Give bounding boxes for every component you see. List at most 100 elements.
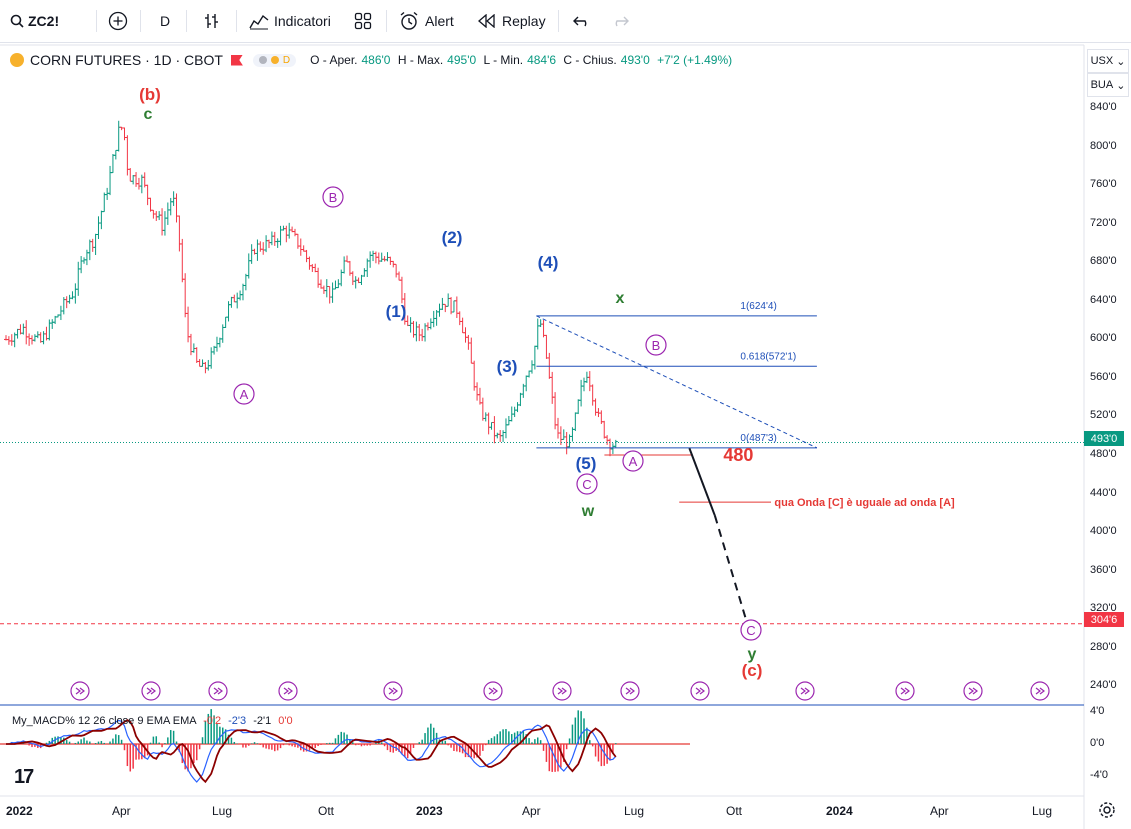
price-tick-label: 760'0 xyxy=(1090,178,1117,191)
wave-label: (3) xyxy=(497,357,518,376)
undo-button[interactable] xyxy=(573,0,591,42)
price-tick-label: 320'0 xyxy=(1090,602,1117,615)
delay-dot-icon xyxy=(270,56,279,64)
time-tick-label: Apr xyxy=(112,804,131,818)
divider xyxy=(386,10,387,32)
macd-tick-label: -4'0 xyxy=(1090,769,1108,781)
redo-button[interactable] xyxy=(611,0,629,42)
close-label: C - Chius. xyxy=(563,53,617,67)
indicators-icon xyxy=(249,14,269,30)
redo-icon xyxy=(615,16,629,27)
price-tick-label: 640'0 xyxy=(1090,293,1117,306)
event-arrow-icon xyxy=(388,687,398,695)
replay-button[interactable]: Replay xyxy=(478,0,546,42)
flag-icon[interactable] xyxy=(230,54,243,66)
interval-label: D xyxy=(160,13,171,29)
wave-label: (2) xyxy=(442,228,463,247)
macd-value-3: -2'1 xyxy=(253,715,272,727)
divider xyxy=(186,10,187,32)
wave-label: (c) xyxy=(742,661,763,680)
fib-level-label: 0(487'3) xyxy=(740,433,776,444)
wave-circle xyxy=(233,383,255,405)
event-arrow-icon xyxy=(900,687,910,695)
event-arrow-icon xyxy=(557,687,567,695)
price-tick-label: 520'0 xyxy=(1090,409,1117,422)
low-label: L - Min. xyxy=(483,53,524,67)
currency-label: USX xyxy=(1090,55,1114,67)
wave-circle xyxy=(740,619,762,641)
settings-gear-icon[interactable] xyxy=(1098,801,1116,819)
price-tick-label: 560'0 xyxy=(1090,370,1117,383)
symbol-label: ZC2! xyxy=(28,13,60,29)
indicators-button[interactable]: Indicatori xyxy=(249,0,331,42)
event-arrow-icon xyxy=(695,687,705,695)
delay-tag: D xyxy=(282,54,291,66)
event-arrow-icon xyxy=(146,687,156,695)
price-tick-label: 360'0 xyxy=(1090,563,1117,576)
price-tick-label: 720'0 xyxy=(1090,216,1117,229)
wave-label: y xyxy=(748,646,757,663)
open-value: 486'0 xyxy=(361,53,391,67)
market-status-pill[interactable]: D xyxy=(252,53,297,67)
divider xyxy=(236,10,237,32)
time-tick-label: Apr xyxy=(522,804,541,818)
level-480-label: 480 xyxy=(723,445,753,465)
time-tick-label: Apr xyxy=(930,804,949,818)
wave-circle xyxy=(576,473,598,495)
search-icon xyxy=(10,14,24,28)
price-tick-label: 840'0 xyxy=(1090,101,1117,114)
indicators-label: Indicatori xyxy=(274,13,331,29)
time-tick-label: Ott xyxy=(726,804,743,818)
high-label: H - Max. xyxy=(397,53,444,67)
wave-label: B xyxy=(329,190,338,205)
event-arrow-icon xyxy=(1035,687,1045,695)
event-arrow-icon xyxy=(625,687,635,695)
wave-label: A xyxy=(240,387,249,402)
time-tick-label: Lug xyxy=(1032,804,1053,818)
price-tick-label: 240'0 xyxy=(1090,679,1117,692)
price-tick-label: 440'0 xyxy=(1090,486,1117,499)
macd-value-1: -0'2 xyxy=(203,715,222,727)
macd-name: My_MACD% 12 26 close 9 EMA EMA xyxy=(12,715,197,727)
status-dot-icon xyxy=(258,56,267,64)
wave-circle xyxy=(622,450,644,472)
tradingview-logo: 17 xyxy=(14,766,34,788)
wave-label: B xyxy=(652,338,661,353)
currency-select[interactable]: USX ⌄ xyxy=(1087,49,1129,73)
chart-type-button[interactable] xyxy=(203,0,221,42)
target-price-tag: 304'6 xyxy=(1084,612,1124,627)
projection-dashed xyxy=(713,515,749,624)
projection-solid xyxy=(688,447,716,517)
layouts-button[interactable] xyxy=(354,0,372,42)
time-tick-label: Ott xyxy=(318,804,335,818)
unit-select[interactable]: BUA ⌄ xyxy=(1087,73,1129,97)
low-value: 484'6 xyxy=(527,53,557,67)
wave-circle xyxy=(645,334,667,356)
compare-button[interactable] xyxy=(108,0,128,42)
undo-icon xyxy=(573,16,587,27)
interval-button[interactable]: D xyxy=(160,0,170,42)
macd-line xyxy=(5,719,617,783)
event-arrow-icon xyxy=(75,687,85,695)
wave-label: (1) xyxy=(386,302,407,321)
macd-value-4: 0'0 xyxy=(278,715,293,727)
close-value: 493'0 xyxy=(620,53,650,67)
chart-title: CORN FUTURES · 1D · CBOT xyxy=(30,52,223,68)
wave-label: w xyxy=(581,503,595,520)
wave-label: C xyxy=(582,477,591,492)
price-tick-label: 800'0 xyxy=(1090,139,1117,152)
symbol-logo-icon xyxy=(10,53,24,67)
macd-tick-label: 0'0 xyxy=(1090,737,1105,749)
unit-label: BUA xyxy=(1090,79,1114,91)
symbol-search[interactable]: ZC2! xyxy=(10,0,59,42)
alert-button[interactable]: Alert xyxy=(399,0,454,42)
wave-label: A xyxy=(629,454,638,469)
wave-label: C xyxy=(746,623,755,638)
wave-label: (4) xyxy=(538,253,559,272)
fib-trend-line xyxy=(536,315,818,449)
wave-label: x xyxy=(616,290,625,307)
time-tick-label: 2023 xyxy=(416,804,443,818)
change-value: +7'2 (+1.49%) xyxy=(657,53,733,67)
macd-legend: My_MACD% 12 26 close 9 EMA EMA -0'2 -2'3… xyxy=(12,715,293,727)
